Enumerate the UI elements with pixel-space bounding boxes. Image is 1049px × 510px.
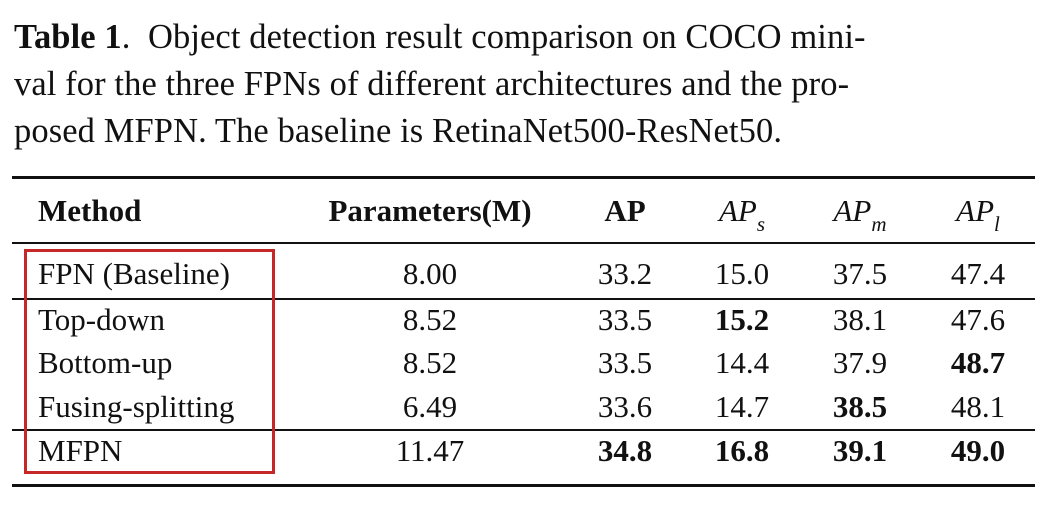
table-bottom-rule (12, 484, 1035, 487)
table-row-ap: 33.2 (597, 256, 653, 291)
header-ap-small-sub: s (756, 212, 766, 237)
row-separator (12, 429, 1035, 431)
table-caption: Table 1. Object detection result compari… (14, 14, 1036, 155)
header-ap-small: APs (692, 193, 792, 235)
table-row-ap: 33.6 (597, 389, 653, 424)
header-ap-large-sub: l (994, 212, 1000, 237)
table-row-params: 8.00 (402, 256, 458, 291)
table-row-ap: 34.8 (597, 433, 653, 468)
header-method: Method (38, 193, 142, 228)
header-ap-medium-sub: m (871, 212, 887, 237)
table-row-ap-small: 16.8 (714, 433, 770, 468)
table-row-ap-small: 15.2 (714, 302, 770, 337)
table-row-ap-medium: 38.1 (832, 302, 888, 337)
header-ap-large-base: AP (956, 193, 995, 228)
table-row-ap-small: 14.7 (714, 389, 770, 424)
table-row-ap-large: 49.0 (950, 433, 1006, 468)
table-row-ap-large: 48.7 (950, 345, 1006, 380)
caption-line-1: Table 1. Object detection result compari… (14, 14, 1036, 61)
header-parameters: Parameters(M) (328, 193, 532, 228)
table-row-ap-medium: 37.5 (832, 256, 888, 291)
table-row-ap: 33.5 (597, 302, 653, 337)
table-row-ap-medium: 37.9 (832, 345, 888, 380)
table-row-ap-medium: 38.5 (832, 389, 888, 424)
table-row-method: Top-down (38, 302, 165, 337)
table-row-ap-large: 48.1 (950, 389, 1006, 424)
header-ap-medium: APm (810, 193, 910, 235)
header-ap: AP (604, 193, 646, 228)
table-row-method: FPN (Baseline) (38, 256, 231, 291)
table-row-params: 8.52 (402, 302, 458, 337)
table-row-method: Bottom-up (38, 345, 173, 380)
table-row-ap-small: 14.4 (714, 345, 770, 380)
table-row-ap-medium: 39.1 (832, 433, 888, 468)
table-row-params: 11.47 (395, 433, 465, 468)
row-separator (12, 298, 1035, 300)
caption-text-1: Object detection result comparison on CO… (147, 18, 866, 56)
header-rule (12, 242, 1035, 244)
header-ap-medium-base: AP (833, 193, 872, 228)
header-ap-small-base: AP (718, 193, 757, 228)
table-row-method: Fusing-splitting (38, 389, 235, 424)
caption-line-2: val for the three FPNs of different arch… (14, 65, 850, 103)
table-top-rule (12, 176, 1035, 179)
caption-label: Table 1 (14, 18, 122, 56)
table-row-ap-large: 47.4 (950, 256, 1006, 291)
table-row-ap: 33.5 (597, 345, 653, 380)
table-row-ap-small: 15.0 (714, 256, 770, 291)
header-ap-large: APl (928, 193, 1028, 235)
table-row-ap-large: 47.6 (950, 302, 1006, 337)
caption-line-3: posed MFPN. The baseline is RetinaNet500… (14, 112, 783, 150)
table-row-method: MFPN (38, 433, 123, 468)
caption-separator: . (121, 18, 131, 56)
table-row-params: 6.49 (402, 389, 458, 424)
table-row-params: 8.52 (402, 345, 458, 380)
